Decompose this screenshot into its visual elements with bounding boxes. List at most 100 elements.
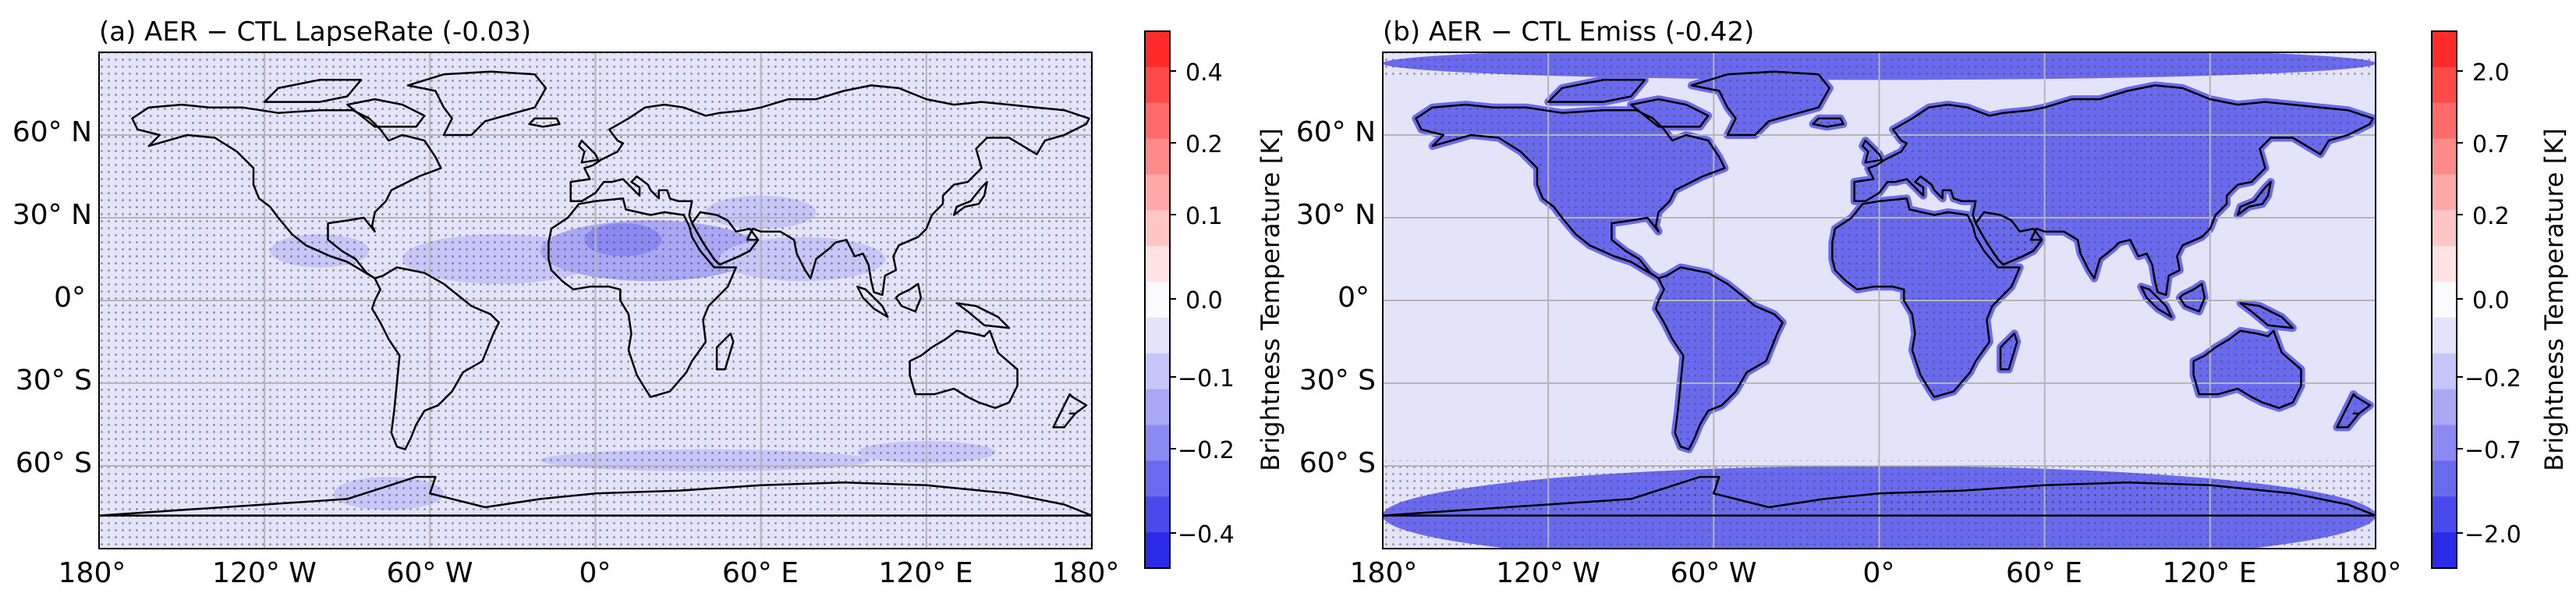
panel-b-lon-tick-60e: 60° E bbox=[2006, 557, 2082, 589]
colorbar-swatch bbox=[2432, 460, 2457, 497]
panel-a-lat-tick-60s: 60° S bbox=[16, 447, 92, 479]
colorbar-swatch bbox=[2432, 210, 2457, 247]
coastline-eurasia bbox=[569, 84, 1090, 297]
colorbar-swatch bbox=[1145, 210, 1170, 247]
panel-b-cbar-tick-4: −0.2 bbox=[2464, 365, 2521, 393]
panel-a-colorbar-swatches bbox=[1145, 31, 1176, 569]
panel-b-map bbox=[1383, 52, 2376, 549]
coastline-borneo bbox=[2178, 283, 2206, 313]
panel-a-colorbar-frame bbox=[1144, 30, 1171, 569]
colorbar-swatch bbox=[2432, 496, 2457, 533]
panel-b-lat-tick-60s: 60° S bbox=[1299, 447, 1376, 479]
panel-b: (b) AER − CTL Emiss (-0.42) 60° N 30° N … bbox=[1296, 16, 2402, 589]
panel-a-map-frame bbox=[98, 52, 1093, 549]
colorbar-swatch bbox=[2432, 353, 2457, 390]
colorbar-swatch bbox=[2432, 138, 2457, 176]
panel-b-cbar-tick-3: 0.0 bbox=[2472, 287, 2510, 314]
coastline-antarctica bbox=[1383, 475, 2376, 517]
coastline-japan bbox=[2236, 180, 2272, 216]
coastline-new-zealand bbox=[1052, 393, 1088, 428]
land-stippling-madagascar bbox=[2000, 333, 2018, 370]
coastline-antarctica bbox=[99, 475, 1092, 517]
land-stippling-borneo bbox=[2179, 283, 2205, 312]
colorbar-swatch bbox=[2432, 282, 2457, 318]
panel-a-title: (a) AER − CTL LapseRate (-0.03) bbox=[99, 16, 531, 48]
coastline-arctic-islands bbox=[263, 79, 363, 103]
coastline-japan bbox=[952, 180, 988, 216]
coastline-borneo bbox=[895, 283, 923, 313]
panel-b-cbar-label: Brightness Temperature [K] bbox=[2539, 128, 2569, 471]
land-stippling-japan bbox=[2238, 182, 2271, 215]
panel-b-colorbar-swatches bbox=[2432, 31, 2463, 569]
panel-b-cbar-tick-2: 0.2 bbox=[2472, 203, 2510, 230]
colorbar-swatch bbox=[2432, 317, 2457, 354]
coastline-madagascar bbox=[715, 332, 735, 371]
coastline-uk bbox=[578, 139, 600, 164]
panel-b-lon-tick-60w: 60° W bbox=[1671, 557, 1757, 589]
panel-b-cbar-tick-6: −2.0 bbox=[2464, 521, 2521, 549]
panel-a-cbar-tick-6: −0.4 bbox=[1178, 521, 1235, 549]
colorbar-swatch bbox=[2432, 532, 2457, 569]
coastline-new-guinea bbox=[2239, 302, 2294, 329]
coastline-north-america bbox=[131, 103, 442, 279]
panel-a-cbar-label: Brightness Temperature [K] bbox=[1256, 128, 1285, 471]
panel-b-lat-tick-30s: 30° S bbox=[1299, 364, 1376, 396]
panel-a-lon-tick-60e: 60° E bbox=[722, 557, 799, 589]
panel-a-lat-tick-30s: 30° S bbox=[16, 364, 92, 396]
panel-a-lat-tick-30n: 30° N bbox=[12, 199, 92, 231]
panel-b-colorbar-frame bbox=[2431, 30, 2457, 569]
coastline-arabia bbox=[1975, 211, 2043, 266]
panel-a-cbar-tick-2: 0.1 bbox=[1185, 203, 1223, 230]
panel-a-lon-tick-0: 0° bbox=[579, 557, 611, 589]
coastline-new-guinea bbox=[955, 302, 1011, 329]
panel-b-lon-tick-120e: 120° E bbox=[2163, 557, 2257, 589]
coastline-south-america bbox=[1654, 266, 1784, 451]
colorbar-swatch bbox=[2432, 66, 2457, 104]
panel-a-cbar-tick-1: 0.2 bbox=[1185, 131, 1223, 158]
colorbar-swatch bbox=[1145, 425, 1170, 461]
panel-b-lat-tick-0: 0° bbox=[1338, 282, 1369, 314]
colorbar-swatch bbox=[1145, 496, 1170, 533]
panel-b-map-frame bbox=[1382, 52, 2376, 549]
colorbar-swatch bbox=[1145, 174, 1170, 211]
colorbar-swatch bbox=[2432, 425, 2457, 461]
coastline-south-america bbox=[370, 266, 500, 451]
land-stippling-arabia bbox=[1975, 211, 2043, 265]
colorbar-swatch bbox=[1145, 246, 1170, 283]
land-stippling-north-america bbox=[1416, 105, 1725, 279]
panel-b-lon-tick-120w: 120° W bbox=[1496, 557, 1600, 589]
coastline-eurasia bbox=[1853, 84, 2374, 297]
colorbar-swatch bbox=[1145, 317, 1170, 354]
coastline-uk bbox=[1862, 139, 1883, 164]
panel-b-lon-tick-180w: 180° bbox=[1350, 557, 1418, 589]
panel-a-cbar-tick-0: 0.4 bbox=[1185, 59, 1223, 87]
panel-b-title: (b) AER − CTL Emiss (-0.42) bbox=[1383, 16, 1754, 48]
coastline-africa bbox=[1831, 197, 2021, 398]
colorbar-swatch bbox=[2432, 389, 2457, 426]
colorbar-swatch bbox=[2432, 102, 2457, 140]
panel-a-lon-tick-120w: 120° W bbox=[212, 557, 317, 589]
panel-a: (a) AER − CTL LapseRate (-0.03) 60° N 30… bbox=[12, 16, 1120, 589]
panel-a-cbar-tick-5: −0.2 bbox=[1178, 437, 1235, 464]
colorbar-swatch bbox=[1145, 102, 1170, 140]
panel-a-map bbox=[99, 52, 1092, 549]
coastline-australia bbox=[909, 329, 1019, 410]
colorbar-swatch bbox=[1145, 138, 1170, 176]
colorbar-swatch bbox=[1145, 353, 1170, 390]
land-stippling-south-america bbox=[1656, 267, 1783, 450]
coastline-madagascar bbox=[1999, 332, 2018, 371]
panel-a-lat-tick-60n: 60° N bbox=[12, 116, 92, 148]
coastline-sumatra bbox=[2140, 286, 2173, 318]
land-stippling-greenland bbox=[1692, 71, 1830, 135]
coastline-iceland bbox=[1812, 117, 1844, 128]
colorbar-swatch bbox=[1145, 389, 1170, 426]
coastline-iceland bbox=[528, 117, 561, 128]
coastline-africa bbox=[547, 197, 738, 398]
panel-b-lon-tick-180e: 180° bbox=[2334, 557, 2402, 589]
panel-a-lat-tick-0: 0° bbox=[54, 282, 86, 314]
land-stippling-sumatra bbox=[2141, 286, 2172, 318]
map-0-content bbox=[99, 52, 1092, 549]
colorbar-swatch bbox=[1145, 66, 1170, 104]
colorbar-swatch bbox=[1145, 31, 1170, 68]
